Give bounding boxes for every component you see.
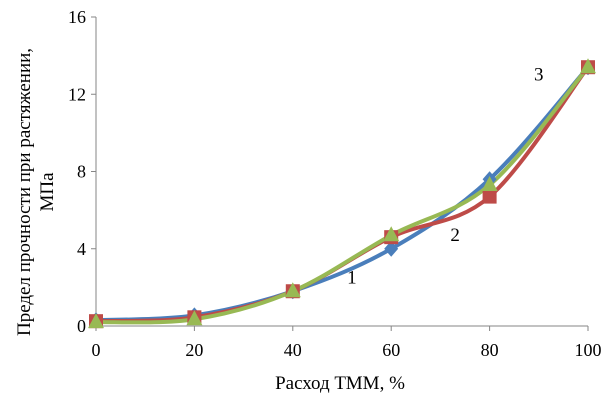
- series-3-label: 3: [534, 65, 544, 86]
- y-axis-title-line-1: Предел прочности при растяжении,: [14, 48, 35, 336]
- series-3-point: [88, 313, 104, 329]
- series-2-label: 2: [450, 225, 460, 246]
- series-lines: [94, 65, 590, 325]
- x-tick-label: 80: [481, 340, 499, 360]
- series-2-line: [94, 65, 590, 324]
- axes: [91, 16, 589, 331]
- y-axis-title-line-2: МПа: [37, 172, 58, 212]
- x-tick-label: 20: [185, 340, 203, 360]
- series-1-line: [94, 65, 590, 323]
- y-tick-label: 8: [77, 162, 86, 182]
- x-axis-title: Расход ТММ, %: [275, 373, 405, 394]
- x-tick-label: 60: [382, 340, 400, 360]
- y-tick-label: 12: [68, 84, 86, 104]
- series-3-point: [580, 58, 596, 74]
- y-tick-label: 16: [68, 7, 86, 27]
- x-tick-label: 0: [92, 340, 101, 360]
- series-1-label: 1: [347, 268, 357, 289]
- series-3-point: [186, 310, 203, 326]
- series-3-point: [383, 226, 400, 242]
- series-3-point: [481, 176, 498, 192]
- series-2-point: [482, 189, 497, 204]
- y-tick-label: 0: [77, 316, 86, 336]
- x-tick-label: 40: [284, 340, 302, 360]
- series-markers: [88, 58, 596, 329]
- series-3-point: [284, 282, 301, 298]
- x-tick-label: 100: [575, 340, 602, 360]
- series-3-line: [94, 65, 590, 325]
- series-1-point: [384, 240, 399, 257]
- series-annotations: 1 2 3: [347, 65, 543, 289]
- y-tick-label: 4: [77, 239, 86, 259]
